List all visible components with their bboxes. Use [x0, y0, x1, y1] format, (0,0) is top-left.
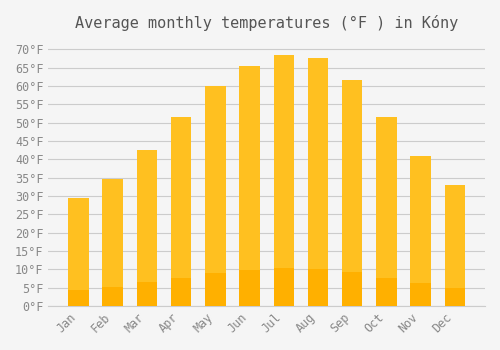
Bar: [171, 117, 192, 306]
Title: Average monthly temperatures (°F ) in Kóny: Average monthly temperatures (°F ) in Kó…: [75, 15, 458, 31]
Bar: [376, 117, 396, 306]
Bar: [68, 198, 88, 306]
Bar: [308, 58, 328, 306]
Bar: [376, 278, 396, 306]
Bar: [308, 269, 328, 306]
Bar: [342, 272, 362, 306]
Bar: [205, 86, 226, 306]
Bar: [410, 283, 431, 306]
Bar: [136, 150, 157, 306]
Bar: [102, 179, 123, 306]
Bar: [240, 66, 260, 306]
Bar: [68, 289, 88, 306]
Bar: [136, 282, 157, 306]
Bar: [410, 155, 431, 306]
Bar: [274, 268, 294, 306]
Bar: [444, 185, 465, 306]
Bar: [102, 287, 123, 306]
Bar: [171, 278, 192, 306]
Bar: [274, 55, 294, 306]
Bar: [444, 288, 465, 306]
Bar: [342, 80, 362, 306]
Bar: [205, 273, 226, 306]
Bar: [240, 270, 260, 306]
